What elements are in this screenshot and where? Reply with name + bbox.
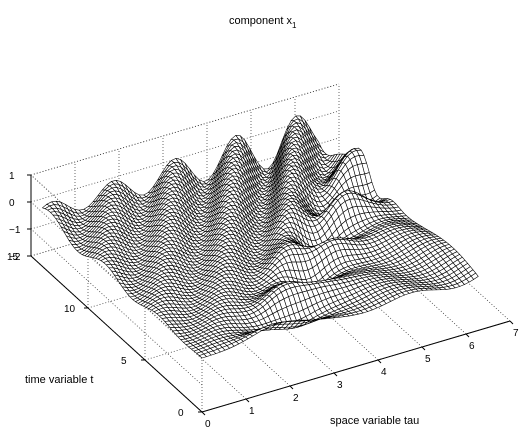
z-tick-label: 0: [9, 198, 15, 209]
y-axis-label: time variable t: [25, 374, 93, 386]
t-tick-label: 5: [121, 356, 127, 367]
x-tick: [378, 360, 381, 363]
x-tick: [334, 373, 337, 376]
x-tick: [246, 399, 249, 402]
x-axis-label: space variable tau: [330, 415, 419, 427]
x-tick-label: 5: [425, 354, 431, 365]
x-tick-label: 6: [469, 341, 475, 352]
t-tick-label: 10: [64, 304, 76, 315]
x-tick-label: 3: [337, 380, 343, 391]
chart-title: component x1: [229, 15, 297, 30]
x-tick-label: 1: [249, 406, 255, 417]
x-tick: [466, 334, 469, 337]
title-subscript: 1: [292, 21, 297, 30]
z-tick-label: −1: [9, 225, 21, 236]
x-tick: [202, 412, 205, 415]
z-tick-label: 1: [9, 171, 15, 182]
x-tick-label: 4: [381, 367, 387, 378]
x-tick-label: 2: [293, 393, 299, 404]
x-tick-label: 7: [513, 328, 519, 339]
t-tick-label: 0: [178, 408, 184, 419]
surface-mesh: [42, 116, 478, 358]
x-tick-label: 0: [205, 419, 211, 430]
x-tick: [290, 386, 293, 389]
x-tick: [422, 347, 425, 350]
z-tick-label: −2: [9, 252, 21, 263]
x-tick: [510, 321, 513, 324]
